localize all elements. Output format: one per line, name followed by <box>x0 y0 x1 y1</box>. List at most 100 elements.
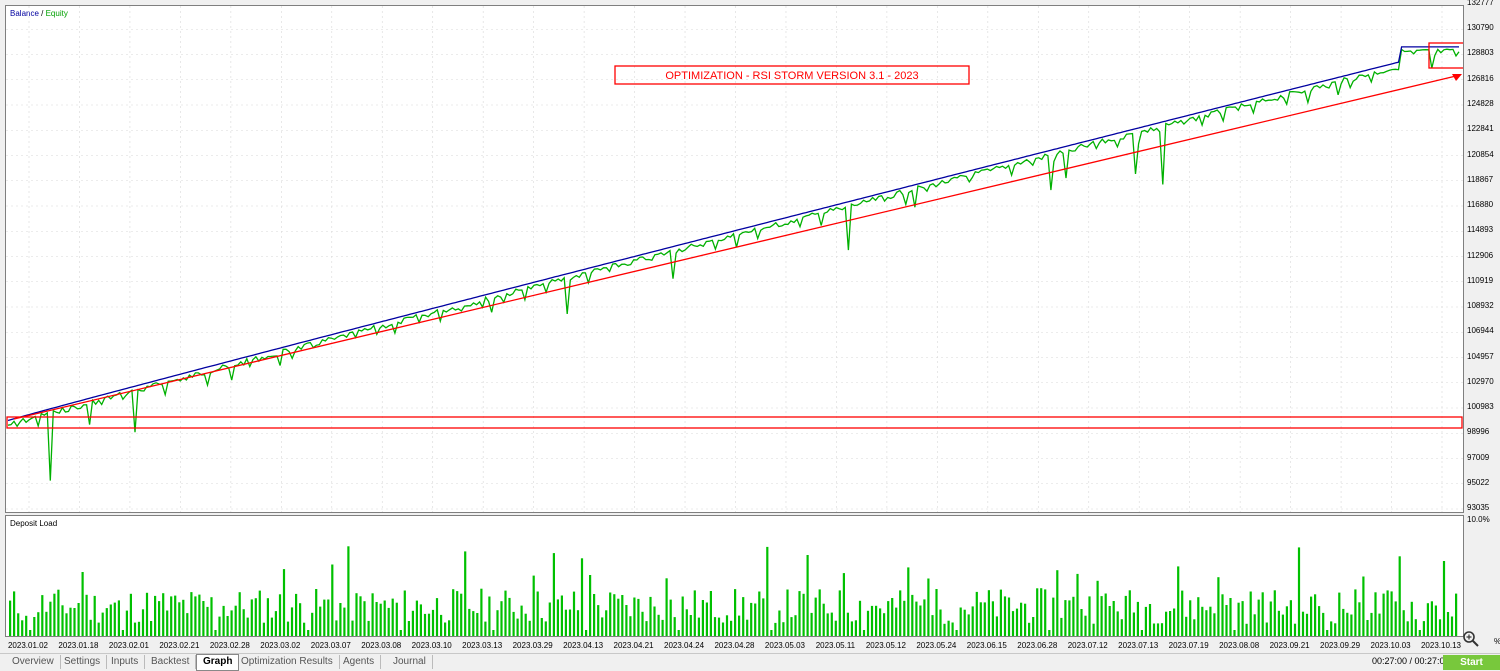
x-tick-label: 2023.08.08 <box>1219 641 1260 650</box>
deposit-load-bar <box>899 590 902 636</box>
deposit-load-bar <box>1374 592 1377 636</box>
deposit-load-bar <box>105 608 108 636</box>
deposit-load-bar <box>774 622 777 636</box>
deposit-load-bar <box>701 600 704 636</box>
deposit-load-bar <box>315 589 318 636</box>
deposit-load-bar <box>57 589 60 636</box>
deposit-load-bar <box>85 594 88 636</box>
deposit-load-bar <box>202 601 205 636</box>
deposit-load-bar <box>262 622 265 636</box>
deposit-load-bar <box>1414 619 1417 636</box>
deposit-load-bar <box>150 621 153 636</box>
y-tick-label: 124828 <box>1467 99 1494 108</box>
deposit-load-bar <box>351 620 354 636</box>
deposit-load-bar <box>1442 561 1446 636</box>
deposit-load-bar <box>403 590 406 636</box>
x-tick-label: 2023.03.07 <box>310 641 351 650</box>
deposit-load-bar <box>1124 595 1127 636</box>
deposit-load-bar <box>1358 602 1361 636</box>
tab-agents[interactable]: Agents <box>337 655 382 669</box>
deposit-load-bar <box>460 593 463 636</box>
deposit-load-bar <box>971 606 974 636</box>
x-tick-label: 2023.02.28 <box>209 641 250 650</box>
y-tick-label: 106944 <box>1467 326 1494 336</box>
deposit-load-bar <box>564 609 567 636</box>
deposit-load-bar <box>452 589 455 636</box>
deposit-load-bar <box>576 610 580 636</box>
start-button[interactable]: Start <box>1443 655 1500 670</box>
deposit-load-bar <box>278 594 282 636</box>
deposit-load-bar <box>1422 621 1425 636</box>
tab-overview[interactable]: Overview <box>6 655 61 669</box>
deposit-load-bar <box>303 622 306 636</box>
deposit-load-bar <box>794 615 797 636</box>
deposit-load-bar <box>544 621 547 636</box>
deposit-load-bar <box>218 616 221 636</box>
deposit-load-bar <box>1394 601 1397 636</box>
deposit-load-bar <box>1096 580 1099 636</box>
deposit-load-bar <box>1261 592 1264 636</box>
deposit-load-bar <box>1350 614 1353 636</box>
deposit-load-bar <box>1225 605 1228 636</box>
deposit-load-bar <box>1108 606 1111 636</box>
deposit-load-bar <box>1362 576 1365 636</box>
deposit-load-bar <box>97 622 100 636</box>
tab-inputs[interactable]: Inputs <box>105 655 146 669</box>
tab-settings[interactable]: Settings <box>58 655 108 669</box>
deposit-load-bar <box>250 599 253 636</box>
deposit-load-bar <box>730 620 733 636</box>
tab-optimization-results[interactable]: Optimization Results <box>235 655 340 669</box>
deposit-load-bar <box>850 621 853 636</box>
deposit-load-bar <box>681 596 684 636</box>
deposit-load-bar <box>1064 600 1067 636</box>
deposit-load-bar <box>536 591 539 636</box>
deposit-load-bar <box>29 630 32 636</box>
deposit-load-bar <box>1116 611 1119 636</box>
deposit-load-bar <box>677 630 680 636</box>
deposit-load-bar <box>1253 614 1256 636</box>
zoom-icon[interactable] <box>1462 630 1480 648</box>
deposit-load-bar <box>1257 599 1260 636</box>
deposit-load-bar <box>45 611 48 636</box>
deposit-load-bar <box>355 593 358 636</box>
deposit-load-bar <box>488 596 491 636</box>
deposit-load-bar <box>395 602 398 636</box>
deposit-load-bar <box>210 597 213 636</box>
deposit-load-bar <box>480 588 483 636</box>
y-tick-label: 95022 <box>1467 477 1490 487</box>
tab-journal[interactable]: Journal <box>387 655 433 669</box>
deposit-load-bar <box>89 619 92 636</box>
deposit-load-bar <box>399 630 402 636</box>
deposit-load-bar <box>1056 570 1059 636</box>
tab-backtest[interactable]: Backtest <box>145 655 197 669</box>
deposit-load-bar <box>758 591 761 636</box>
deposit-load-bar <box>1189 600 1192 636</box>
deposit-load-bar <box>1205 610 1208 636</box>
deposit-load-bar <box>601 617 604 636</box>
deposit-load-bar <box>448 620 451 636</box>
deposit-load-bar <box>717 617 721 636</box>
deposit-load-bar <box>359 596 362 636</box>
deposit-load-bar <box>9 600 12 636</box>
tab-graph[interactable]: Graph <box>196 654 240 671</box>
x-tick-label: 2023.03.02 <box>260 641 301 650</box>
deposit-load-max-tick: 10.0% <box>1467 515 1490 524</box>
deposit-load-unit: % <box>1494 637 1500 646</box>
deposit-load-bar <box>1165 611 1168 636</box>
deposit-load-bar <box>1354 589 1357 636</box>
deposit-load-bar <box>435 598 439 636</box>
deposit-load-bar <box>266 598 269 636</box>
deposit-load-bar <box>1217 577 1220 636</box>
y-tick-label: 130790 <box>1467 23 1494 33</box>
deposit-load-bar <box>754 603 757 636</box>
x-tick-label: 2023.05.12 <box>865 641 906 650</box>
deposit-load-bar <box>1289 600 1292 636</box>
deposit-load-bar <box>838 590 841 636</box>
deposit-load-bar <box>1144 606 1147 636</box>
deposit-load-bar <box>121 630 124 636</box>
deposit-load-bar <box>585 630 588 636</box>
deposit-load-bar <box>427 613 431 636</box>
deposit-load-bar <box>440 614 443 636</box>
deposit-load-bar <box>887 601 890 636</box>
deposit-load-bar <box>1402 610 1405 636</box>
